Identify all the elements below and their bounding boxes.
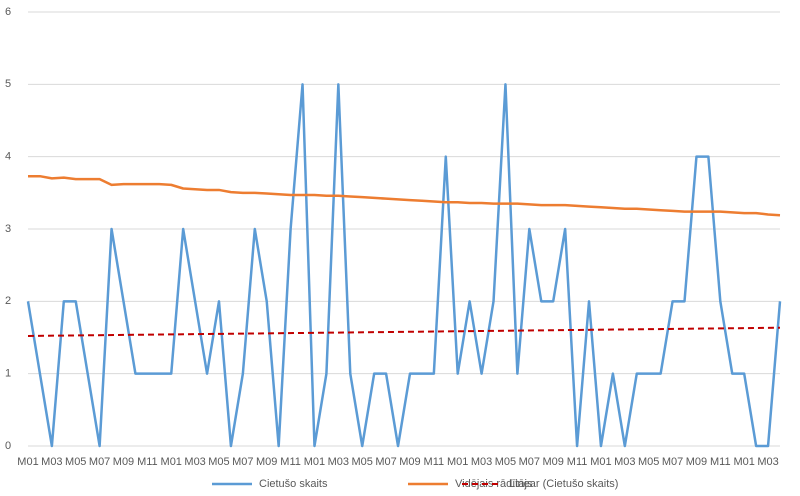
y-tick-label: 2 bbox=[5, 295, 11, 307]
x-tick-label: M03 bbox=[614, 456, 635, 468]
x-tick-label: M09 bbox=[399, 456, 420, 468]
x-tick-label: M01 bbox=[17, 456, 38, 468]
x-tick-label: M03 bbox=[41, 456, 62, 468]
x-tick-label: M05 bbox=[208, 456, 229, 468]
y-tick-label: 5 bbox=[5, 78, 11, 90]
y-tick-label: 4 bbox=[5, 151, 11, 163]
series-line bbox=[26, 83, 782, 448]
x-tick-label: M09 bbox=[543, 456, 564, 468]
y-tick-label: 3 bbox=[5, 223, 11, 235]
x-tick-label: M03 bbox=[471, 456, 492, 468]
x-tick-label: M07 bbox=[662, 456, 683, 468]
x-tick-label: M07 bbox=[519, 456, 540, 468]
x-tick-label: M11 bbox=[280, 456, 301, 468]
y-tick-label: 0 bbox=[5, 440, 11, 452]
y-tick-label: 6 bbox=[5, 6, 11, 18]
x-tick-label: M07 bbox=[89, 456, 110, 468]
legend-label: Linear (Cietušo skaits) bbox=[509, 478, 618, 490]
x-tick-label: M05 bbox=[495, 456, 516, 468]
x-tick-label: M09 bbox=[113, 456, 134, 468]
x-tick-label: M01 bbox=[733, 456, 754, 468]
x-tick-label: M07 bbox=[375, 456, 396, 468]
x-tick-label: M05 bbox=[638, 456, 659, 468]
x-tick-label: M01 bbox=[590, 456, 611, 468]
legend-label: Cietušo skaits bbox=[259, 478, 328, 490]
y-tick-label: 1 bbox=[5, 368, 11, 380]
x-tick-label: M01 bbox=[304, 456, 325, 468]
x-tick-label: M11 bbox=[710, 456, 731, 468]
x-tick-label: M09 bbox=[256, 456, 277, 468]
x-tick-label: M07 bbox=[232, 456, 253, 468]
x-tick-label: M03 bbox=[328, 456, 349, 468]
x-tick-label: M11 bbox=[137, 456, 158, 468]
trend-line bbox=[27, 326, 781, 337]
x-tick-label: M05 bbox=[352, 456, 373, 468]
x-tick-label: M01 bbox=[161, 456, 182, 468]
x-tick-label: M01 bbox=[447, 456, 468, 468]
x-tick-label: M11 bbox=[424, 456, 445, 468]
x-tick-label: M03 bbox=[184, 456, 205, 468]
series-line bbox=[28, 174, 781, 217]
x-tick-label: M05 bbox=[65, 456, 86, 468]
x-tick-label: M11 bbox=[567, 456, 588, 468]
x-tick-label: M09 bbox=[686, 456, 707, 468]
x-tick-label: M03 bbox=[757, 456, 778, 468]
